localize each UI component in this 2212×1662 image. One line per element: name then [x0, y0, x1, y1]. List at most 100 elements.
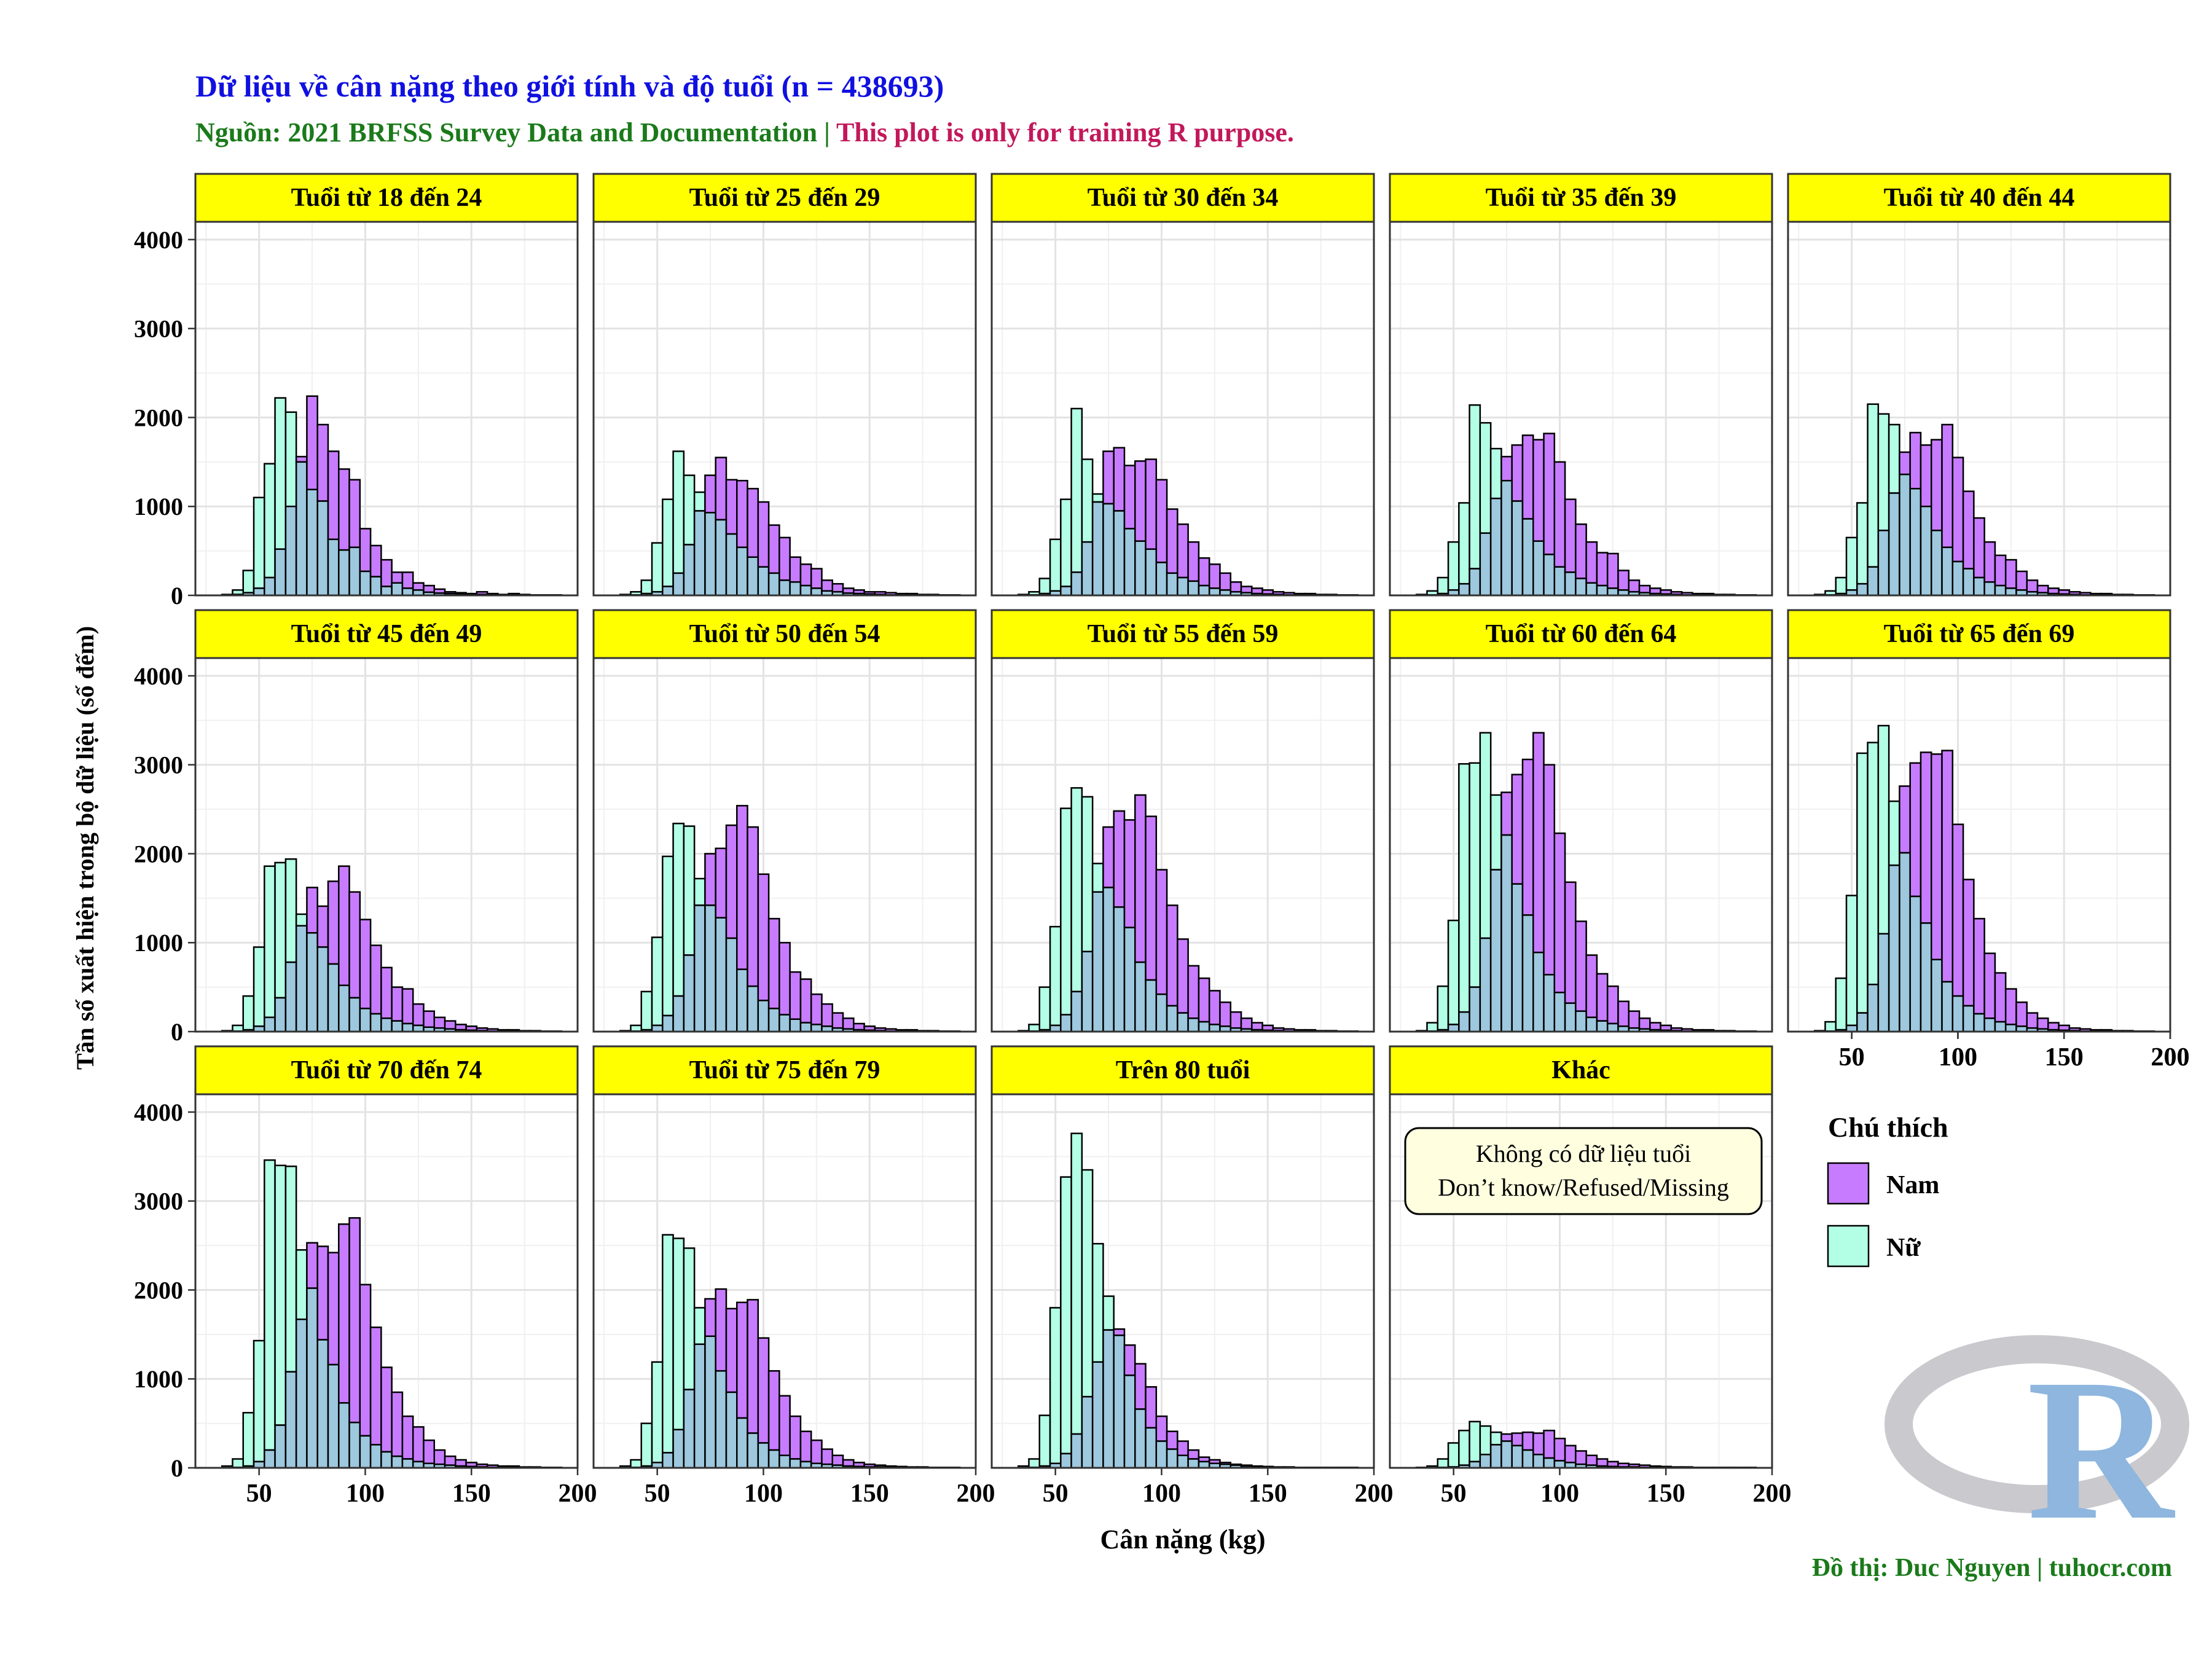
bar-overlap — [1973, 1013, 1985, 1033]
bar-overlap — [1575, 1010, 1587, 1033]
bar-overlap — [1102, 887, 1115, 1033]
bar-male — [1973, 917, 1985, 1015]
bar-female — [264, 865, 276, 1019]
y-tick-label: 1000 — [134, 493, 183, 520]
bar-male — [412, 1426, 425, 1463]
bar-overlap — [1596, 584, 1609, 597]
annotation-line-2: Don’t know/Refused/Missing — [1438, 1174, 1729, 1201]
panel-border — [990, 221, 1375, 597]
bar-overlap — [253, 587, 265, 597]
bar-female — [1479, 732, 1492, 939]
bar-female — [683, 1247, 696, 1390]
bar-overlap — [1145, 979, 1158, 1033]
bar-overlap — [1511, 500, 1524, 597]
facet-strip — [194, 609, 579, 659]
bar-male — [1617, 1000, 1630, 1027]
bar-male — [1994, 554, 2007, 587]
bar-female — [693, 491, 706, 512]
bar-male — [1909, 431, 1922, 490]
bar-overlap — [810, 1024, 823, 1033]
bar-male — [1899, 785, 1911, 854]
bar-overlap — [704, 512, 716, 597]
bar-overlap — [683, 1389, 696, 1469]
bar-overlap — [1123, 528, 1136, 597]
y-tick-label: 2000 — [134, 404, 183, 431]
bar-overlap — [380, 586, 393, 597]
bar-overlap — [264, 576, 276, 597]
bar-overlap — [799, 1460, 812, 1469]
bar-female — [1081, 796, 1094, 952]
bar-female — [672, 450, 685, 574]
facet-strip — [990, 609, 1375, 659]
facet-panel: Tuổi từ 30 đến 34 — [990, 173, 1375, 597]
bar-overlap — [704, 904, 716, 1033]
bar-male — [316, 423, 329, 502]
bar-female — [253, 946, 265, 1027]
r-logo-ring-inner — [1949, 1382, 2133, 1478]
bar-overlap — [1983, 581, 1996, 597]
bar-overlap — [1962, 568, 1975, 597]
bar-male — [391, 986, 404, 1022]
bar-overlap — [316, 946, 329, 1033]
panel-border — [592, 657, 977, 1033]
bar-female — [1469, 404, 1481, 570]
y-tick-label: 4000 — [134, 226, 183, 254]
bar-female — [1877, 413, 1890, 531]
bar-overlap — [725, 533, 738, 597]
bar-female — [651, 1361, 664, 1464]
bar-male — [1596, 973, 1609, 1022]
bar-male — [306, 395, 318, 490]
bar-overlap — [1060, 586, 1072, 597]
facet-panel: Tuổi từ 55 đến 59 — [990, 609, 1375, 1033]
bar-overlap — [1134, 540, 1147, 597]
bar-male — [316, 905, 329, 948]
panel-border — [1389, 221, 1773, 597]
bar-male — [747, 488, 759, 559]
bar-male — [433, 1016, 446, 1029]
bar-female — [651, 936, 664, 1027]
bar-male — [401, 1415, 414, 1460]
bar-overlap — [1198, 1460, 1210, 1469]
bar-male — [725, 824, 738, 939]
bar-female — [1479, 1425, 1492, 1456]
bar-overlap — [1489, 497, 1502, 597]
bar-overlap — [1500, 1440, 1513, 1469]
bar-male — [1155, 1415, 1168, 1442]
bar-female — [1028, 1024, 1040, 1032]
bar-overlap — [348, 1421, 361, 1469]
bar-overlap — [253, 1460, 265, 1469]
bar-male — [831, 1012, 844, 1029]
bar-male — [842, 1459, 855, 1467]
bar-male — [1962, 879, 1975, 1007]
bar-male — [444, 1020, 457, 1030]
bar-overlap — [1521, 914, 1534, 1033]
bar-overlap — [1511, 1444, 1524, 1469]
bar-male — [327, 1252, 340, 1366]
bar-male — [444, 1455, 457, 1466]
bar-overlap — [1081, 541, 1094, 597]
bar-male — [455, 1459, 467, 1467]
bar-female — [1038, 1414, 1051, 1467]
facet-strip — [1787, 173, 2171, 223]
bar-overlap — [1920, 505, 1932, 597]
bar-male — [1994, 972, 2007, 1023]
r-logo-ring — [1885, 1335, 2189, 1513]
facet-strip — [194, 173, 579, 223]
bar-male — [747, 1299, 759, 1434]
bar-overlap — [1564, 571, 1577, 597]
legend: Chú thích Nam Nữ — [1827, 1111, 1948, 1268]
bar-overlap — [369, 1013, 382, 1033]
bar-male — [1166, 508, 1179, 574]
bar-male — [1575, 1450, 1587, 1465]
bar-overlap — [1596, 1020, 1609, 1033]
y-tick-label: 3000 — [134, 1188, 183, 1215]
bar-male — [789, 556, 802, 583]
bar-female — [1877, 724, 1890, 935]
bar-overlap — [1091, 1361, 1104, 1469]
bar-overlap — [327, 963, 340, 1033]
bar-overlap — [672, 1429, 685, 1469]
facet-panel: Khác 50 100 150 200 Không có dữ liệu tuổi Don’… — [1389, 1045, 1792, 1508]
bar-male — [1585, 1454, 1598, 1466]
bar-male — [810, 1439, 823, 1465]
bar-female — [253, 496, 265, 589]
